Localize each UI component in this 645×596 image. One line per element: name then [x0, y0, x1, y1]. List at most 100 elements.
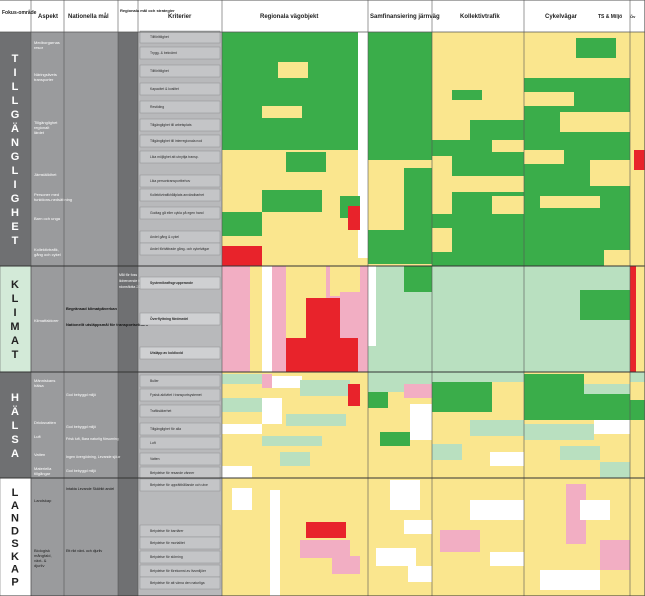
header-col-3: Cykelvägar — [545, 14, 578, 20]
matrix-cell — [232, 246, 240, 266]
criteria-label: Tillförlitlighet — [150, 35, 169, 39]
matrix-region — [630, 372, 645, 478]
matrix-cell — [376, 300, 432, 322]
aspect-column — [31, 32, 64, 596]
criteria-cell — [139, 150, 221, 164]
criteria-cell — [139, 550, 221, 564]
criteria-label: Betydelse för att värna den naturliga — [150, 581, 205, 585]
criteria-cell — [139, 188, 221, 202]
aspect-label: gång och cykel — [34, 252, 61, 257]
matrix-cell — [432, 266, 524, 280]
focus-letter: L — [12, 81, 19, 93]
matrix-cell — [286, 214, 326, 234]
aspect-label: djurliv — [34, 563, 44, 568]
national-goal-label: Begränsad klimatpåverkan — [66, 306, 117, 311]
aspect-label: Medborgarnas — [34, 40, 60, 45]
matrix-cell — [524, 32, 564, 72]
national-goal-label: Nationellt utsläppsmål för transportsekt… — [66, 322, 149, 327]
aspect-label: hälsa — [34, 383, 44, 388]
criteria-label: Kapacitet & kvalitet — [150, 87, 179, 91]
criteria-label: Godtag gå eller cykla på egen hand — [150, 211, 204, 215]
criteria-cell — [139, 452, 221, 466]
criteria-cell — [139, 118, 221, 132]
focus-letter: H — [11, 207, 19, 219]
aspect-label: regionalt — [34, 125, 50, 130]
header-row — [0, 0, 645, 32]
national-goal-label: Ingen övergödning, Levande sjöar — [66, 455, 121, 459]
criteria-label: Luft — [150, 441, 156, 445]
matrix-cell — [540, 196, 600, 208]
matrix-cell — [470, 120, 524, 140]
aspect-label: Vatten — [34, 452, 45, 457]
national-goal-label: Intakta Levande Skälrikt andel — [66, 487, 114, 491]
criteria-cell — [139, 436, 221, 450]
matrix-cell — [432, 100, 524, 112]
criteria-label: Betydelse för barriärer — [150, 529, 184, 533]
matrix-labels: TILLGÄNGLIGHETKLIMATHÄLSALANDSKAPMedborg… — [0, 30, 221, 596]
matrix-cell — [560, 112, 630, 132]
focus-letter: A — [11, 500, 19, 512]
regional-goal-label: iloberoende fo — [119, 279, 141, 283]
matrix-cell — [410, 404, 432, 440]
matrix-cell — [376, 548, 416, 566]
criteria-label: Utsläpp av koldioxid — [150, 351, 183, 355]
aspect-label: resor — [34, 45, 44, 50]
matrix-cell — [604, 250, 630, 266]
focus-letter: A — [11, 564, 19, 576]
criteria-cell — [139, 346, 221, 360]
header-focus: Fokus-område — [2, 9, 37, 16]
matrix-cell — [348, 206, 360, 230]
matrix-cell — [262, 106, 302, 118]
matrix-cell — [286, 414, 346, 426]
focus-letter: I — [13, 307, 16, 319]
focus-letter: L — [12, 487, 19, 499]
matrix-cell — [594, 420, 630, 434]
criteria-label: Fysisk aktivitet i transportsystemet — [150, 393, 202, 397]
criteria-cell — [139, 82, 221, 96]
matrix-cell — [566, 484, 586, 544]
matrix-cell — [600, 462, 630, 478]
matrix-cell — [524, 424, 594, 440]
matrix-cell — [232, 488, 252, 510]
focus-letter: D — [11, 525, 19, 537]
matrix-cell — [286, 266, 306, 338]
criteria-cell — [139, 134, 221, 148]
header-col-4: TS & Miljö — [598, 14, 622, 20]
criteria-label: Vatten — [150, 457, 160, 461]
matrix-cell — [470, 420, 524, 436]
matrix-cell — [470, 336, 524, 372]
focus-letter: T — [12, 235, 19, 247]
national-goal-label: God bebyggd miljö — [66, 393, 96, 397]
focus-letter: I — [13, 179, 16, 191]
aspect-label: transporter — [34, 77, 54, 82]
matrix-cell — [524, 374, 584, 388]
matrix-cell — [368, 32, 432, 46]
criteria-label: Överflyttning färdmedel — [150, 316, 188, 321]
matrix-cell — [368, 50, 408, 94]
aspect-label: Biologisk — [34, 548, 50, 553]
criteria-label: Buller — [150, 379, 160, 383]
matrix-cell — [222, 466, 252, 478]
matrix-cell — [540, 570, 600, 590]
focus-letter: A — [11, 335, 19, 347]
aspect-label: Personer med — [34, 192, 59, 197]
focus-letter: L — [12, 165, 19, 177]
criteria-cell — [139, 242, 221, 256]
matrix-cell — [222, 424, 262, 434]
matrix-cell — [432, 372, 524, 382]
header-national: Nationella mål — [68, 13, 109, 20]
matrix-cell — [222, 122, 282, 142]
matrix-cell — [452, 176, 524, 192]
matrix-cell — [600, 540, 630, 570]
aspect-label: Klimatfaktorer — [34, 318, 59, 323]
focus-letter: H — [11, 392, 19, 404]
criteria-cell — [139, 422, 221, 436]
matrix-cell — [222, 374, 262, 384]
matrix-cell — [348, 384, 360, 406]
matrix-cell — [368, 266, 376, 372]
matrix-cell — [222, 434, 252, 448]
matrix-cell — [524, 444, 554, 464]
matrix-cell — [524, 232, 584, 252]
focus-letter: Ä — [11, 405, 19, 418]
